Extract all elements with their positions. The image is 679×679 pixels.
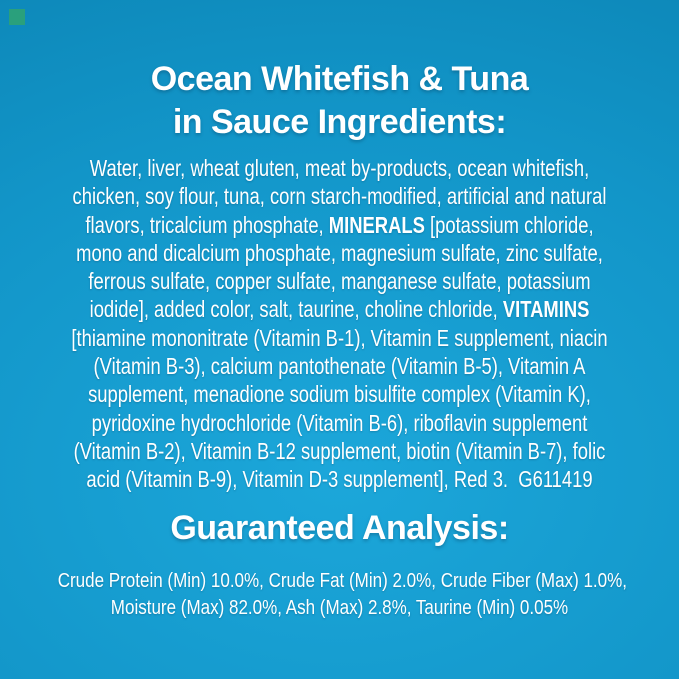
ingredients-segment: mono and dicalcium phosphate, magnesium … — [76, 239, 603, 266]
ingredients-line: pyridoxine hydrochloride (Vitamin B-6), … — [68, 409, 611, 437]
corner-color-swatch — [9, 9, 25, 25]
ingredients-line: Water, liver, wheat gluten, meat by-prod… — [68, 154, 611, 182]
analysis-line: Moisture (Max) 82.0%, Ash (Max) 2.8%, Ta… — [110, 595, 569, 619]
ingredients-segment: acid (Vitamin B-9), Vitamin D-3 suppleme… — [86, 466, 593, 493]
ingredients-line: mono and dicalcium phosphate, magnesium … — [68, 239, 611, 267]
ingredients-line: supplement, menadione sodium bisulfite c… — [68, 380, 611, 408]
title-line-1: Ocean Whitefish & Tuna — [150, 60, 529, 98]
ingredients-segment: pyridoxine hydrochloride (Vitamin B-6), … — [91, 409, 588, 436]
ingredients-segment: flavors, tricalcium phosphate, — [85, 211, 329, 238]
ingredients-line: acid (Vitamin B-9), Vitamin D-3 suppleme… — [68, 465, 611, 493]
ingredients-line: (Vitamin B-3), calcium pantothenate (Vit… — [68, 352, 611, 380]
ingredients-line: flavors, tricalcium phosphate, MINERALS … — [68, 211, 611, 239]
ingredients-line: iodide], added color, salt, taurine, cho… — [68, 295, 611, 323]
ingredients-segment: (Vitamin B-2), Vitamin B-12 supplement, … — [73, 437, 606, 464]
product-title: Ocean Whitefish & Tuna in Sauce Ingredie… — [0, 58, 679, 144]
analysis-line: Crude Protein (Min) 10.0%, Crude Fat (Mi… — [57, 569, 627, 592]
ingredients-segment: [thiamine mononitrate (Vitamin B-1), Vit… — [71, 324, 608, 351]
ingredients-line: (Vitamin B-2), Vitamin B-12 supplement, … — [68, 437, 611, 465]
ingredients-line: ferrous sulfate, copper sulfate, mangane… — [68, 267, 611, 295]
ingredients-segment: iodide], added color, salt, taurine, cho… — [89, 296, 503, 323]
ingredients-segment: [potassium chloride, — [424, 211, 594, 238]
ingredients-segment: (Vitamin B-3), calcium pantothenate (Vit… — [93, 353, 586, 380]
guaranteed-analysis-heading: Guaranteed Analysis: — [170, 509, 509, 547]
title-line-2: in Sauce Ingredients: — [172, 103, 507, 141]
ingredients-segment: chicken, soy flour, tuna, corn starch-mo… — [72, 183, 607, 210]
ingredients-line: chicken, soy flour, tuna, corn starch-mo… — [68, 182, 611, 210]
ingredients-segment: Water, liver, wheat gluten, meat by-prod… — [89, 155, 590, 181]
ingredients-paragraph: Water, liver, wheat gluten, meat by-prod… — [68, 154, 611, 494]
ingredient-group-term: VITAMINS — [502, 296, 590, 323]
ingredients-segment: supplement, menadione sodium bisulfite c… — [88, 381, 591, 408]
ingredients-line: [thiamine mononitrate (Vitamin B-1), Vit… — [68, 324, 611, 352]
ingredients-segment: ferrous sulfate, copper sulfate, mangane… — [88, 268, 591, 295]
ingredient-group-term: MINERALS — [328, 211, 425, 238]
guaranteed-analysis-paragraph: Crude Protein (Min) 10.0%, Crude Fat (Mi… — [57, 568, 627, 621]
